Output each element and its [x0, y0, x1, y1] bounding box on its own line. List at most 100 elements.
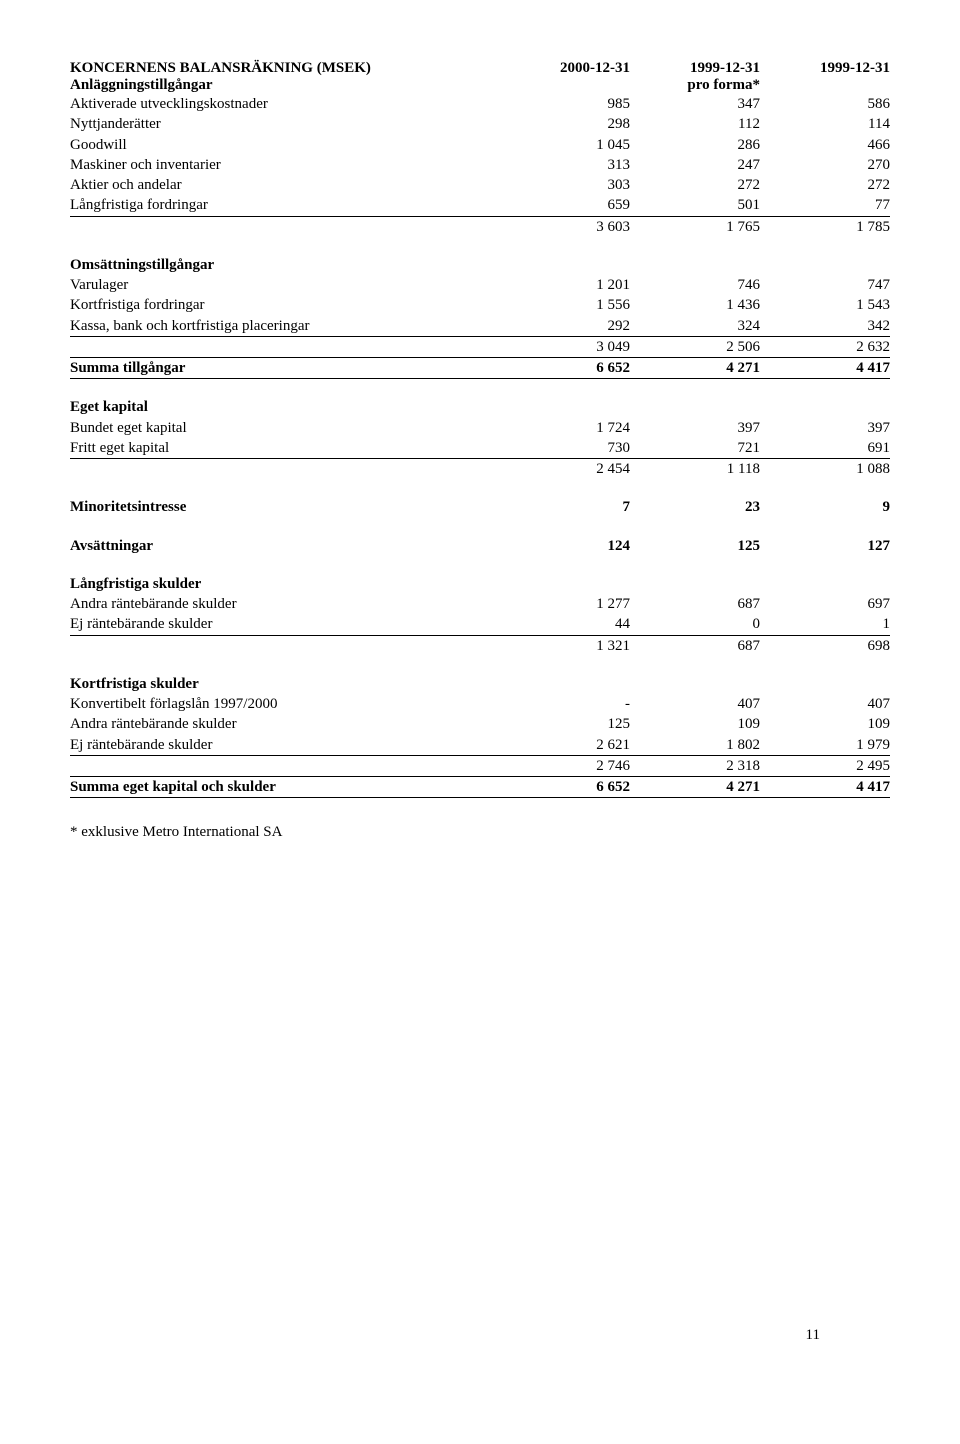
cell: 4 271: [630, 777, 760, 797]
row-label: Nyttjanderätter: [70, 114, 500, 134]
cell: 347: [630, 94, 760, 114]
table-row: Konvertibelt förlagslån 1997/2000 - 407 …: [70, 694, 890, 714]
cell: 3 049: [500, 337, 630, 357]
cell: 2 495: [760, 756, 890, 776]
subtotal-row: 3 049 2 506 2 632: [70, 337, 890, 358]
cell: 127: [760, 536, 890, 556]
subtotal-row: 2 746 2 318 2 495: [70, 756, 890, 777]
cell: 23: [630, 497, 760, 517]
cell: 698: [760, 636, 890, 656]
section-heading-row: Långfristiga skulder: [70, 574, 890, 594]
cell: 1 556: [500, 295, 630, 315]
page-number: 11: [806, 1327, 820, 1344]
table-row: Ej räntebärande skulder 44 0 1: [70, 614, 890, 635]
cell: 1 724: [500, 418, 630, 438]
row-label: Fritt eget kapital: [70, 438, 500, 458]
cell: 985: [500, 94, 630, 114]
cell: 313: [500, 155, 630, 175]
cell: 721: [630, 438, 760, 458]
cell: 1 765: [630, 217, 760, 237]
table-row: Kortfristiga fordringar 1 556 1 436 1 54…: [70, 295, 890, 315]
cell: 746: [630, 275, 760, 295]
cell: 586: [760, 94, 890, 114]
cell: -: [500, 694, 630, 714]
row-label: Summa tillgångar: [70, 358, 500, 378]
table-row: Varulager 1 201 746 747: [70, 275, 890, 295]
row-label: Aktier och andelar: [70, 175, 500, 195]
cell: 1 045: [500, 135, 630, 155]
cell: 659: [500, 195, 630, 215]
row-label: Andra räntebärande skulder: [70, 714, 500, 734]
row-label: Långfristiga fordringar: [70, 195, 500, 215]
row-label: Bundet eget kapital: [70, 418, 500, 438]
table-row: Långfristiga fordringar 659 501 77: [70, 195, 890, 216]
subtotal-row: 2 454 1 118 1 088: [70, 459, 890, 479]
section-heading-row: Omsättningstillgångar: [70, 255, 890, 275]
row-label: Ej räntebärande skulder: [70, 735, 500, 755]
cell: 2 621: [500, 735, 630, 755]
cell: 77: [760, 195, 890, 215]
cell: 114: [760, 114, 890, 134]
cell: 687: [630, 636, 760, 656]
cell: 2 454: [500, 459, 630, 479]
cell: 298: [500, 114, 630, 134]
table-row: Aktier och andelar 303 272 272: [70, 175, 890, 195]
cell: 109: [760, 714, 890, 734]
cell: 272: [630, 175, 760, 195]
title: KONCERNENS BALANSRÄKNING (MSEK): [70, 60, 500, 77]
cell: 1 436: [630, 295, 760, 315]
cell: 125: [500, 714, 630, 734]
section-heading-row: Eget kapital: [70, 397, 890, 417]
row-label: Konvertibelt förlagslån 1997/2000: [70, 694, 500, 714]
cell: 1 277: [500, 594, 630, 614]
cell: 1 088: [760, 459, 890, 479]
cell: 247: [630, 155, 760, 175]
cell: 2 318: [630, 756, 760, 776]
subtotal-row: 1 321 687 698: [70, 636, 890, 656]
cell: 397: [760, 418, 890, 438]
row-label: Aktiverade utvecklingskostnader: [70, 94, 500, 114]
cell: 407: [760, 694, 890, 714]
row-label: Andra räntebärande skulder: [70, 594, 500, 614]
col1-date: 2000-12-31: [500, 60, 630, 77]
table-row: Ej räntebärande skulder 2 621 1 802 1 97…: [70, 735, 890, 756]
cell: 697: [760, 594, 890, 614]
cell: 4 417: [760, 777, 890, 797]
minority-row: Minoritetsintresse 7 23 9: [70, 497, 890, 517]
row-label: Avsättningar: [70, 536, 500, 556]
cell: 112: [630, 114, 760, 134]
cell: 342: [760, 316, 890, 336]
table-row: Bundet eget kapital 1 724 397 397: [70, 418, 890, 438]
row-label: Varulager: [70, 275, 500, 295]
table-row: Goodwill 1 045 286 466: [70, 135, 890, 155]
cell: 292: [500, 316, 630, 336]
cell: 6 652: [500, 358, 630, 378]
cell: 3 603: [500, 217, 630, 237]
cell: 4 417: [760, 358, 890, 378]
cell: 730: [500, 438, 630, 458]
cell: 397: [630, 418, 760, 438]
cell: 2 632: [760, 337, 890, 357]
provisions-row: Avsättningar 124 125 127: [70, 536, 890, 556]
row-label: Summa eget kapital och skulder: [70, 777, 500, 797]
table-row: Aktiverade utvecklingskostnader 985 347 …: [70, 94, 890, 114]
cell: 0: [630, 614, 760, 634]
cell: 44: [500, 614, 630, 634]
row-label: Kassa, bank och kortfristiga placeringar: [70, 316, 500, 336]
subtotal-row: 3 603 1 765 1 785: [70, 217, 890, 237]
table-row: Maskiner och inventarier 313 247 270: [70, 155, 890, 175]
cell: 124: [500, 536, 630, 556]
table-row: Nyttjanderätter 298 112 114: [70, 114, 890, 134]
cell: 2 746: [500, 756, 630, 776]
col2-sub: pro forma*: [630, 77, 760, 94]
cell: 303: [500, 175, 630, 195]
cell: 324: [630, 316, 760, 336]
col2-date: 1999-12-31: [630, 60, 760, 77]
cell: 6 652: [500, 777, 630, 797]
cell: 272: [760, 175, 890, 195]
s1-heading: Anläggningstillgångar: [70, 77, 500, 94]
cell: 270: [760, 155, 890, 175]
cell: 1 979: [760, 735, 890, 755]
cell: 1 543: [760, 295, 890, 315]
cell: 501: [630, 195, 760, 215]
